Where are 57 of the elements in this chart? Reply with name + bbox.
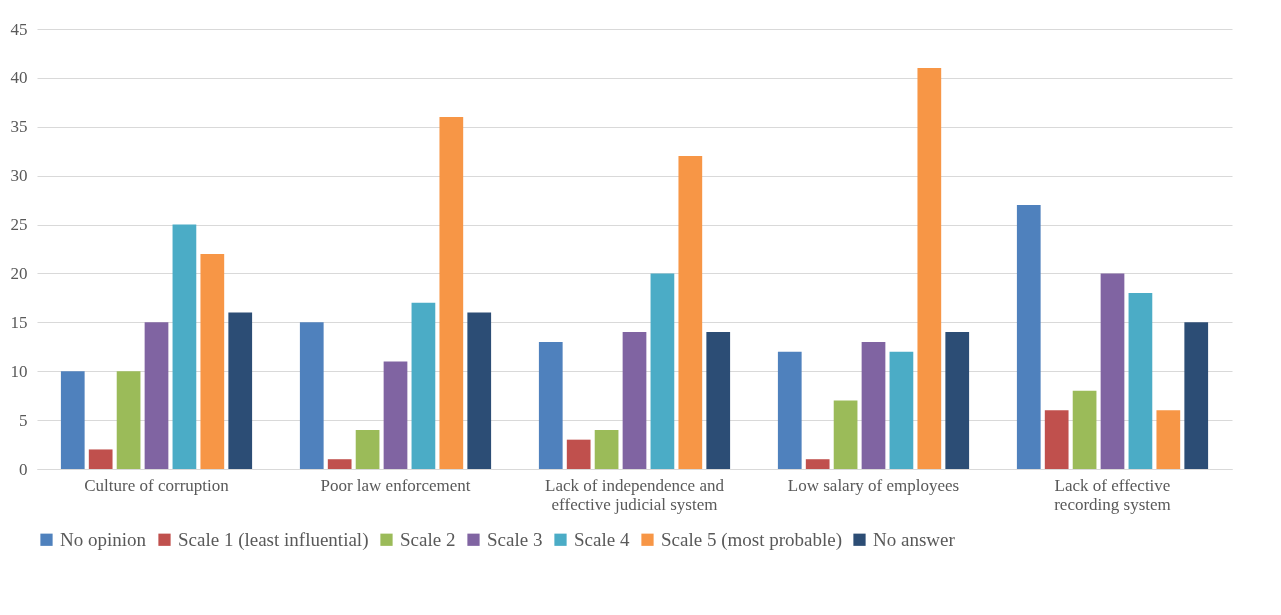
legend-label: Scale 4 (574, 528, 630, 550)
y-tick-label: 10 (10, 361, 28, 381)
bar (1156, 410, 1181, 469)
bar (172, 224, 197, 469)
legend-label: Scale 5 (most probable) (661, 528, 842, 551)
y-tick-label: 0 (19, 459, 28, 479)
bar (1128, 293, 1153, 469)
bar (144, 322, 169, 469)
bar (1184, 322, 1209, 469)
legend-label: No answer (873, 528, 956, 550)
bar (566, 439, 591, 469)
bar (467, 312, 492, 469)
bar (88, 449, 113, 469)
bar (777, 351, 802, 469)
legend-label: Scale 1 (least influential) (178, 528, 369, 551)
bar (538, 341, 563, 469)
y-tick-label: 30 (10, 166, 28, 186)
x-tick-label: Lack of independence and effective judicial system (545, 475, 725, 514)
bar (622, 332, 647, 469)
bar (116, 371, 141, 469)
y-tick-label: 20 (10, 263, 28, 283)
x-tick-label: Poor law enforcement (320, 475, 471, 495)
bar (60, 371, 85, 469)
y-tick-label: 5 (19, 410, 28, 430)
bar (678, 156, 703, 469)
bar (889, 351, 914, 469)
bar (1044, 410, 1069, 469)
bar (383, 361, 408, 469)
y-tick-label: 15 (10, 312, 28, 332)
legend-label: Scale 2 (400, 528, 456, 550)
bar (200, 253, 225, 469)
bar (833, 400, 858, 469)
y-tick-label: 35 (10, 117, 28, 137)
bar (1100, 273, 1125, 469)
bar (1072, 390, 1097, 469)
bar (439, 117, 464, 469)
bar (917, 68, 942, 469)
bar (327, 459, 352, 469)
bar (299, 322, 324, 469)
x-tick-label: Lack of effective recording system (1054, 475, 1171, 514)
bar (411, 302, 436, 469)
bar (861, 341, 886, 469)
y-tick-label: 45 (10, 19, 28, 39)
x-tick-label: Low salary of employees (787, 475, 960, 495)
bar (706, 332, 731, 469)
bar (805, 459, 830, 469)
legend-label: Scale 3 (487, 528, 543, 550)
y-tick-label: 40 (10, 68, 28, 88)
legend-label: No opinion (60, 528, 147, 550)
bar (594, 429, 619, 469)
bar (355, 429, 380, 469)
x-tick-label: Culture of corruption (84, 475, 230, 495)
bar (1016, 205, 1041, 469)
bar (945, 332, 970, 469)
bar (228, 312, 253, 469)
y-tick-label: 25 (10, 215, 28, 235)
bar (650, 273, 675, 469)
